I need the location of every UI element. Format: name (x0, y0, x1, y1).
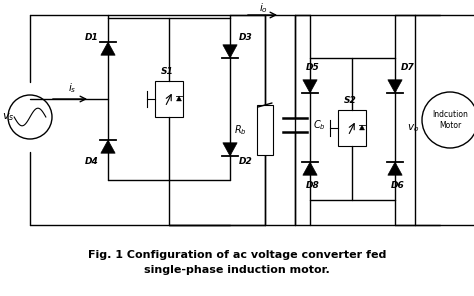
Text: D3: D3 (239, 33, 253, 43)
Polygon shape (388, 80, 402, 93)
Text: D4: D4 (85, 157, 99, 166)
Text: D7: D7 (401, 64, 415, 73)
Text: S1: S1 (161, 67, 173, 76)
Text: D8: D8 (306, 181, 320, 189)
Polygon shape (101, 140, 115, 153)
Text: D6: D6 (391, 181, 405, 189)
Text: $i_o$: $i_o$ (258, 1, 267, 15)
Polygon shape (223, 143, 237, 156)
Text: $C_b$: $C_b$ (313, 118, 326, 132)
Text: D1: D1 (85, 33, 99, 43)
Polygon shape (101, 42, 115, 55)
Polygon shape (303, 80, 317, 93)
Bar (338, 110, 366, 146)
Text: $R_b$: $R_b$ (234, 123, 247, 137)
Text: $i_s$: $i_s$ (68, 81, 76, 95)
Polygon shape (388, 162, 402, 175)
Text: $v_s$: $v_s$ (2, 111, 14, 123)
Text: S2: S2 (344, 96, 356, 105)
Polygon shape (223, 45, 237, 58)
Bar (155, 81, 183, 117)
Text: Fig. 1 Configuration of ac voltage converter fed: Fig. 1 Configuration of ac voltage conve… (88, 250, 386, 260)
Polygon shape (359, 125, 365, 130)
Text: Indcution
Motor: Indcution Motor (432, 110, 468, 130)
Bar (257, 105, 273, 155)
Polygon shape (303, 162, 317, 175)
Polygon shape (176, 96, 182, 101)
Text: single-phase induction motor.: single-phase induction motor. (144, 265, 330, 275)
Text: D5: D5 (306, 64, 320, 73)
Text: D2: D2 (239, 157, 253, 166)
Text: $v_o$: $v_o$ (407, 122, 419, 134)
